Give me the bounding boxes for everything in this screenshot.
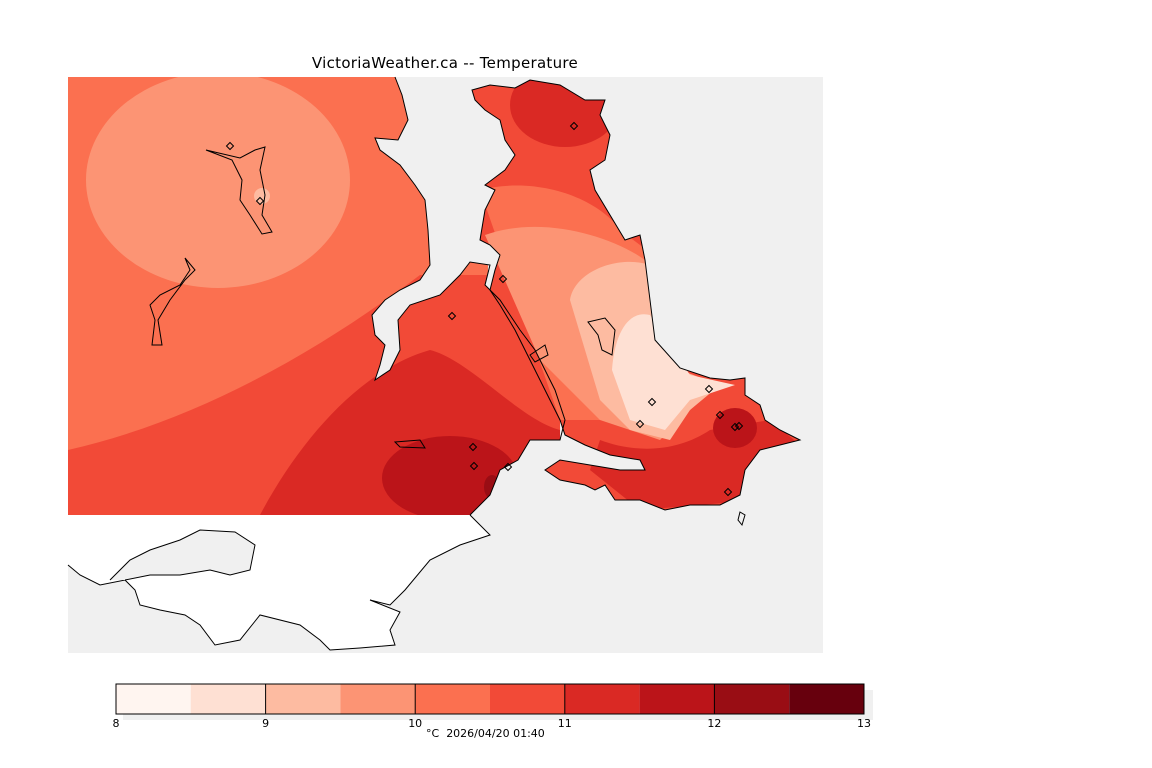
coastline-east: [471, 79, 802, 511]
colorbar-swatch: [415, 684, 490, 714]
station-marker-icon: [723, 487, 733, 497]
station-marker-icon: [715, 410, 725, 420]
colorbar-swatch: [490, 684, 565, 714]
coastline-south: [67, 514, 491, 651]
colorbar-tick-label: 10: [408, 717, 422, 730]
station-marker-icon: [468, 442, 478, 452]
colorbar-swatch: [190, 684, 266, 714]
station-markers: [225, 121, 744, 497]
lake-outline: [205, 146, 273, 235]
island-outline: [393, 439, 426, 449]
colorbar: 8 9 10 11 12 13: [113, 683, 871, 730]
colorbar-swatch: [265, 684, 341, 714]
station-marker-icon: [447, 311, 457, 321]
station-marker-icon: [503, 462, 513, 472]
station-marker-icon: [730, 422, 740, 432]
colorbar-tick-label: 9: [262, 717, 269, 730]
colorbar-tick-label: 13: [857, 717, 871, 730]
colorbar-swatch: [789, 684, 864, 714]
map-title: VictoriaWeather.ca -- Temperature: [311, 54, 579, 72]
colorbar-caption: °C 2026/04/20 01:40: [426, 727, 545, 740]
colorbar-swatch: [714, 684, 790, 714]
station-marker-icon: [734, 421, 744, 431]
colorbar-swatch: [564, 684, 640, 714]
station-marker-icon: [225, 141, 235, 151]
lake-outline: [149, 257, 196, 346]
station-marker-icon: [569, 121, 579, 131]
unit-label: °C: [426, 727, 440, 740]
colorbar-tick-label: 12: [707, 717, 721, 730]
colorbar-swatch: [340, 684, 416, 714]
station-marker-icon: [704, 384, 714, 394]
coastline-west: [371, 76, 566, 516]
island-outline: [587, 317, 616, 356]
colorbar-swatch: [116, 684, 191, 714]
station-marker-icon: [635, 419, 645, 429]
station-marker-icon: [469, 461, 479, 471]
station-marker-icon: [498, 274, 508, 284]
island-outline: [737, 511, 746, 527]
station-marker-icon: [647, 397, 657, 407]
timestamp: 2026/04/20 01:40: [446, 727, 545, 740]
colorbar-tick-label: 11: [558, 717, 572, 730]
station-marker-icon: [255, 196, 265, 206]
west-temperature-field: [68, 77, 560, 515]
colorbar-swatch: [639, 684, 715, 714]
colorbar-tick-label: 8: [113, 717, 120, 730]
island-outline: [529, 344, 549, 363]
water-inlet: [109, 529, 256, 581]
